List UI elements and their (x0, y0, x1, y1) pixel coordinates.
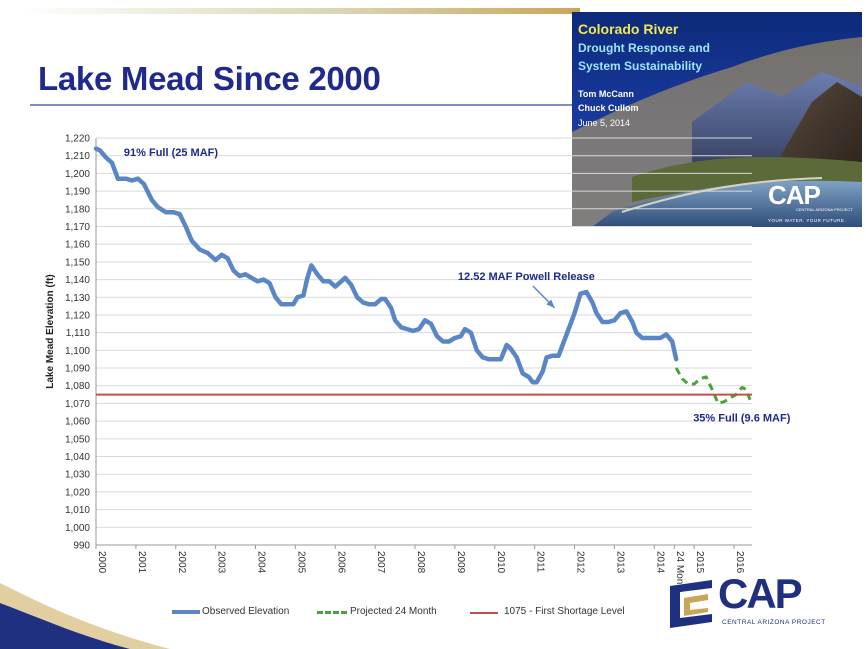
y-tick-label-1110: 1,110 (66, 328, 91, 339)
y-tick-label-1200: 1,200 (65, 169, 90, 180)
cover-landscape-image (572, 37, 862, 227)
legend-swatch-projected (317, 611, 347, 614)
y-tick-label-1020: 1,020 (65, 487, 90, 498)
y-tick-label-990: 990 (73, 541, 90, 552)
y-tick-label-1180: 1,180 (65, 204, 90, 215)
x-tick-label-13: 2013 (614, 551, 625, 574)
x-tick-label-6: 2006 (335, 551, 346, 574)
y-tick-label-1050: 1,050 (65, 434, 90, 445)
x-tick-label-14: 2014 (654, 551, 665, 574)
y-tick-label-1170: 1,170 (65, 222, 90, 233)
y-tick-label-1080: 1,080 (65, 381, 90, 392)
series-line-projected (674, 367, 752, 405)
cap-logo: CAP (718, 570, 803, 617)
annotation-arrowhead-icon (546, 299, 555, 308)
annotation-powell-release: 12.52 MAF Powell Release (458, 271, 595, 283)
x-tick-label-16: 2015 (694, 551, 705, 574)
series-line-observed (93, 146, 679, 385)
y-tick-label-1060: 1,060 (65, 417, 90, 428)
cover-author-2: Chuck Cullom (578, 103, 639, 113)
y-tick-label-1010: 1,010 (65, 505, 90, 516)
x-tick-label-2: 2002 (176, 551, 187, 574)
legend-swatch-shortage (470, 612, 498, 614)
x-tick-label-9: 2009 (455, 551, 466, 574)
x-tick-label-3: 2003 (216, 551, 227, 574)
y-tick-label-1220: 1,220 (65, 134, 90, 145)
slide-title: Lake Mead Since 2000 (38, 60, 381, 97)
cover-logo: CAP (768, 180, 821, 210)
cover-logo-subtitle: CENTRAL ARIZONA PROJECT (796, 207, 853, 212)
y-tick-label-1190: 1,190 (65, 187, 90, 198)
cover-title: Colorado River (578, 21, 679, 37)
y-tick-label-1100: 1,100 (65, 346, 90, 357)
y-tick-label-1030: 1,030 (65, 470, 90, 481)
x-tick-label-12: 2012 (575, 551, 586, 574)
annotation-end-full: 35% Full (9.6 MAF) (693, 413, 791, 425)
y-tick-label-1090: 1,090 (65, 364, 90, 375)
y-tick-label-1070: 1,070 (65, 399, 90, 410)
y-tick-label-1000: 1,000 (65, 523, 90, 534)
x-tick-label-0: 2000 (96, 551, 107, 574)
x-tick-label-8: 2008 (415, 551, 426, 574)
legend-label-shortage: 1075 - First Shortage Level (504, 606, 625, 617)
y-tick-label-1160: 1,160 (65, 240, 90, 251)
cover-tagline: YOUR WATER. YOUR FUTURE. (768, 218, 847, 223)
x-tick-label-10: 2010 (495, 551, 506, 574)
x-tick-label-11: 2011 (535, 551, 546, 573)
x-tick-label-1: 2001 (136, 551, 147, 574)
cover-date: June 5, 2014 (578, 118, 631, 128)
legend-label-observed: Observed Elevation (202, 606, 290, 617)
x-tick-label-4: 2004 (256, 551, 267, 574)
cover-subtitle-line1: Drought Response and (578, 41, 711, 55)
x-tick-label-17: 2016 (734, 551, 745, 574)
cover-author-1: Tom McCann (578, 89, 634, 99)
legend-swatch-observed (172, 610, 200, 614)
x-tick-label-5: 2005 (295, 551, 306, 574)
decorative-swoosh (0, 583, 170, 649)
cap-logo-mark-icon (670, 580, 712, 628)
y-tick-label-1040: 1,040 (65, 452, 90, 463)
y-tick-label-1210: 1,210 (65, 151, 90, 162)
x-tick-label-15: 24 Month (674, 551, 685, 593)
y-tick-label-1130: 1,130 (65, 293, 90, 304)
cap-logo-subtitle: CENTRAL ARIZONA PROJECT (722, 619, 826, 626)
cover-subtitle-line2: System Sustainability (578, 59, 703, 73)
legend-label-projected: Projected 24 Month (350, 606, 437, 617)
decorative-band (20, 8, 580, 14)
y-tick-label-1150: 1,150 (65, 257, 90, 268)
annotation-start-full: 91% Full (25 MAF) (124, 147, 218, 159)
y-axis-label: Lake Mead Elevation (ft) (45, 274, 56, 388)
y-tick-label-1120: 1,120 (65, 310, 90, 321)
title-divider (30, 104, 575, 106)
x-tick-label-7: 2007 (375, 551, 386, 574)
y-tick-label-1140: 1,140 (65, 275, 90, 286)
